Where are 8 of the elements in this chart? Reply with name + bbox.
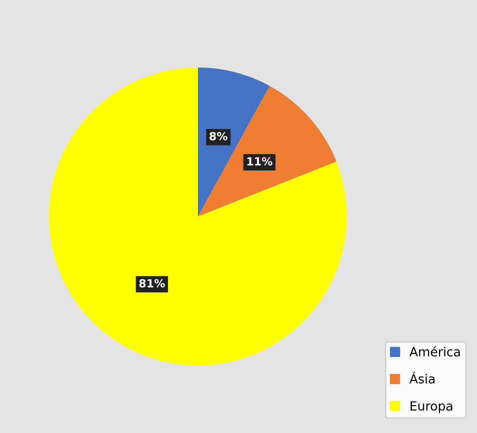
legend-label: América [410,346,460,356]
data-label: 8% [210,132,228,140]
data-label: 11% [247,157,272,166]
legend-label: Ásia [410,372,434,384]
legend-label: Europa [410,401,452,414]
pie-slice [198,86,336,216]
data-label: 81% [139,279,165,288]
pie-slice [49,68,347,366]
